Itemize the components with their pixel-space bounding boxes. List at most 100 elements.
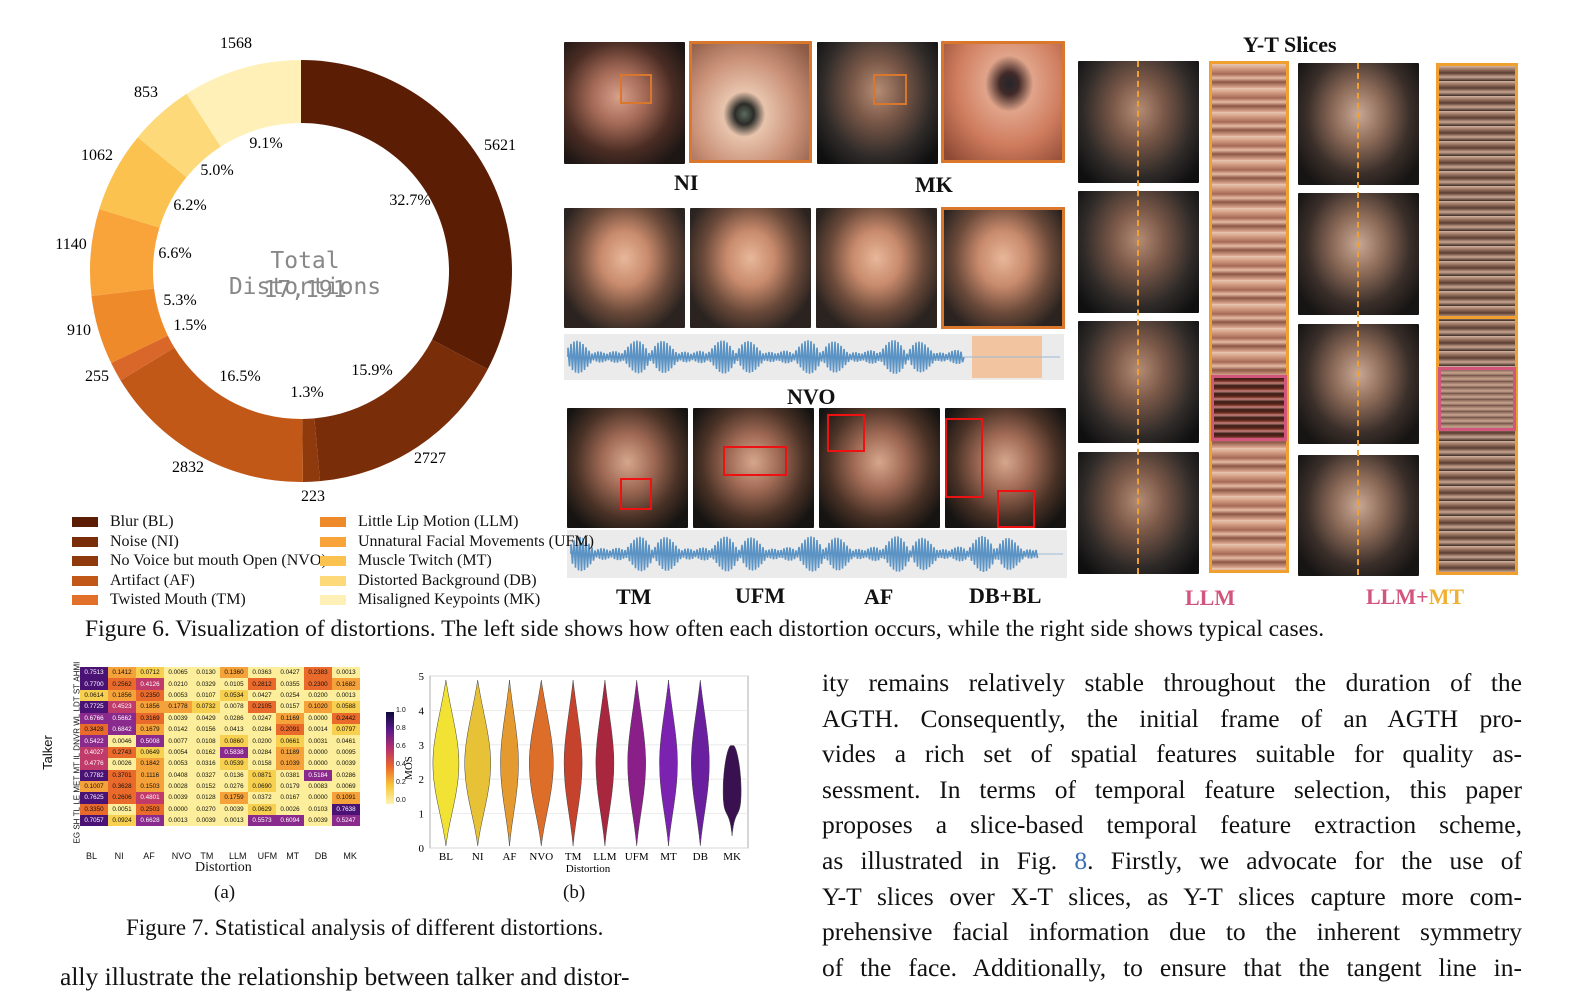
heatmap-col-labels: BL NI AF NVO TM LLM UFM MT DB MK [80, 851, 370, 863]
yt-slice-llm-highlight [1211, 375, 1287, 441]
label-mk: MK [915, 172, 953, 197]
violin-xtick: MT [660, 851, 677, 863]
heatmap-cell: 0.0105 [220, 678, 248, 690]
legend-item: Unnatural Facial Movements (UFM) [320, 533, 594, 551]
violin-mt [659, 679, 678, 847]
donut-slice-0 [301, 60, 513, 370]
heatmap-cell: 0.0013 [332, 689, 360, 702]
figure-reference-link[interactable]: 8 [1074, 846, 1088, 875]
heatmap-cell: 0.2350 [136, 689, 164, 702]
distortion-donut-chart: 5621 32.7% 2727 15.9% 223 1.3% 2832 16.5% 255 1.5… [55, 35, 516, 505]
legend-swatch [320, 536, 346, 547]
heatmap-row-label: EG [72, 831, 82, 844]
heatmap-cell: 0.5247 [332, 815, 360, 827]
legend-label: Misaligned Keypoints (MK) [358, 591, 541, 608]
heatmap-col-label: TM [200, 851, 214, 861]
heatmap-cell: 0.2743 [108, 746, 136, 759]
heatmap-row: 0.6766 0.5662 0.3169 0.0039 0.0429 0.0286 0.02… [80, 712, 360, 724]
heatmap-cell: 0.1856 [108, 689, 136, 702]
heatmap-cell: 0.0413 [220, 723, 248, 736]
label-ufm: UFM [735, 583, 786, 608]
legend-swatch [320, 517, 346, 527]
violin-bl [432, 679, 460, 847]
heatmap-cell: 0.2091 [276, 723, 304, 736]
photo-nvo-frame-1 [564, 208, 685, 328]
heatmap-cell: 0.0039 [332, 758, 360, 770]
legend-swatch [72, 595, 98, 605]
tm-audio-waveform [567, 530, 1067, 578]
heatmap-cell: 0.0534 [220, 689, 248, 702]
heatmap-cell: 0.6628 [136, 815, 164, 827]
label-tm: TM [616, 584, 652, 609]
legend-item: Little Lip Motion (LLM) [320, 513, 518, 531]
heatmap-cell: 0.0157 [276, 701, 304, 713]
heatmap-col-label: NI [114, 851, 124, 861]
donut-percent-label: 5.3% [163, 292, 196, 309]
yt-slice-llm [1209, 61, 1289, 573]
donut-count-label: 853 [134, 84, 158, 101]
heatmap-col-label: DB [314, 851, 328, 861]
legend-swatch [72, 575, 98, 586]
heatmap-cell: 0.0039 [192, 815, 220, 827]
yt-slice-llm-mt-highlight [1438, 367, 1516, 431]
donut-center-total: 17,191 [263, 277, 347, 303]
legend-swatch [320, 575, 346, 586]
violin-ylabel: MOS [403, 756, 415, 780]
donut-slice-5 [91, 288, 168, 364]
heatmap-cell: 0.0054 [164, 746, 192, 759]
heatmap-cell: 0.3350 [80, 803, 108, 816]
heatmap-row: 0.7700 0.2562 0.4126 0.0210 0.0329 0.0105 0.28… [80, 678, 360, 690]
heatmap-cell: 0.0661 [276, 735, 304, 747]
heatmap-cell: 0.0372 [248, 792, 276, 804]
legend-swatch [320, 556, 346, 566]
heatmap-cell: 0.0014 [304, 723, 332, 736]
heatmap-cell: 0.0588 [332, 701, 360, 713]
heatmap-cell: 0.7638 [332, 803, 360, 816]
legend-label: Distorted Background (DB) [358, 571, 537, 589]
body-text-line: prehensive facial information due to the… [822, 917, 1522, 947]
heatmap-cell: 0.0039 [304, 815, 332, 827]
photo-af [819, 408, 940, 528]
body-text-line: sessment. In terms of temporal feature s… [822, 774, 1522, 804]
heatmap-cell: 0.1759 [220, 792, 248, 804]
heatmap-cell: 0.0327 [192, 769, 220, 781]
violin-db [691, 679, 710, 847]
donut-percent-label: 6.2% [173, 197, 206, 214]
heatmap-cell: 0.0078 [220, 701, 248, 713]
heatmap-cell: 0.0247 [248, 712, 276, 724]
heatmap-cell: 0.3701 [108, 769, 136, 781]
heatmap-col-label: MK [343, 851, 357, 861]
colorbar-ticks: 1.0 0.8 0.6 0.4 0.2 0.0 [396, 707, 416, 807]
heatmap-cell: 0.0284 [248, 746, 276, 759]
left-column-cut-text: ally illustrate the relationship between… [60, 962, 630, 991]
heatmap-cell: 0.0000 [164, 803, 192, 816]
heatmap-cell: 0.0152 [192, 780, 220, 793]
photo-nvo-frame-4 [941, 207, 1065, 329]
heatmap-cell: 0.3169 [136, 712, 164, 724]
heatmap-cell: 0.0077 [164, 735, 192, 747]
donut-slice-9 [186, 60, 301, 147]
heatmap-cell: 0.0797 [332, 723, 360, 736]
label-llm-mt-llm: LLM [1366, 584, 1417, 609]
heatmap-ylabel: Talker [39, 735, 55, 770]
figure-7-caption: Figure 7. Statistical analysis of differ… [126, 915, 604, 940]
legend-item: Artifact (AF) [72, 572, 195, 590]
heatmap-cell: 0.0069 [332, 780, 360, 793]
heatmap-cell: 0.0329 [192, 678, 220, 690]
heatmap-cell: 0.0039 [220, 803, 248, 816]
violin-ytick: 4 [419, 705, 425, 717]
heatmap-row: 0.4027 0.2743 0.0649 0.0054 0.0162 0.5838 0.02… [80, 746, 360, 759]
heatmap-row: 0.1007 0.3628 0.1503 0.0028 0.0152 0.0276 0.06… [80, 780, 360, 793]
talker-distortion-heatmap: 0.7513 0.1412 0.0712 0.0065 0.0130 0.1360 0.03… [80, 667, 360, 827]
heatmap-cell: 0.0103 [304, 803, 332, 816]
donut-count-label: 255 [85, 368, 109, 385]
mos-violin-plot: 5 4 3 2 1 0 MOS BL NI AF NVO TM LLM UFM MT DB MK Distorti… [403, 671, 749, 875]
heatmap-cell: 0.1360 [220, 667, 248, 679]
heatmap-cell: 0.0539 [220, 758, 248, 770]
photo-ni-original [564, 42, 685, 164]
heatmap-cell: 0.0200 [304, 689, 332, 702]
violin-af [500, 679, 519, 847]
heatmap-cell: 0.0158 [248, 758, 276, 770]
heatmap-cell: 0.0276 [220, 780, 248, 793]
heatmap-cell: 0.0284 [248, 723, 276, 736]
